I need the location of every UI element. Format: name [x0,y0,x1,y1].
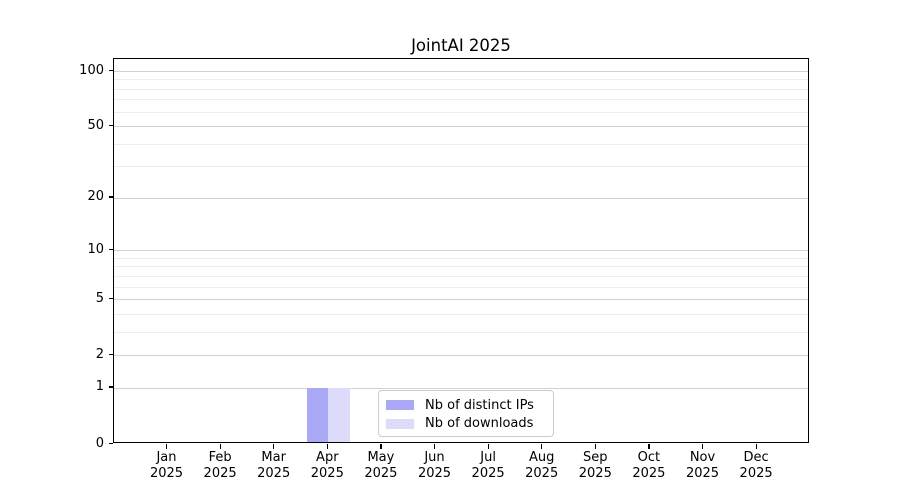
major-gridline [114,355,808,357]
minor-gridline [114,275,808,277]
y-tick-mark [108,248,113,250]
bar-downloads [328,387,350,442]
minor-gridline [114,88,808,90]
x-tick-mark [380,444,382,449]
x-tick-label: May 2025 [364,450,398,481]
y-tick-mark [108,442,113,444]
x-tick-mark [434,444,436,449]
minor-gridline [114,111,808,113]
legend-item: Nb of downloads [379,415,553,434]
minor-gridline [114,286,808,288]
x-tick-mark [702,444,704,449]
minor-gridline [114,266,808,268]
x-tick-mark [273,444,275,449]
minor-gridline [114,79,808,81]
x-tick-label: Apr 2025 [310,450,344,481]
y-tick-mark [108,297,113,299]
y-tick-mark [108,69,113,71]
x-tick-mark [648,444,650,449]
major-gridline [114,71,808,72]
legend-item: Nb of distinct IPs [379,396,553,415]
minor-gridline [114,99,808,101]
chart-title: JointAI 2025 [411,36,511,55]
legend-swatch-distinct-ips [386,400,414,411]
y-tick-mark [108,353,113,355]
legend-swatch-downloads [386,418,414,429]
x-tick-mark [487,444,489,449]
x-tick-label: Jun 2025 [417,450,452,481]
y-tick-label: 5 [95,290,104,306]
x-tick-label: Mar 2025 [257,450,291,481]
y-tick-mark [108,196,113,198]
y-tick-label: 50 [87,117,104,133]
minor-gridline [114,166,808,168]
major-gridline [114,387,808,389]
major-gridline [114,197,808,199]
x-tick-label: Jan 2025 [149,450,184,481]
x-tick-mark [219,444,221,449]
legend-label: Nb of downloads [425,416,534,432]
y-tick-mark [108,386,113,388]
minor-gridline [114,257,808,259]
x-tick-mark [166,444,168,449]
minor-gridline [114,143,808,145]
y-tick-label: 0 [95,435,104,451]
legend-label: Nb of distinct IPs [425,397,534,413]
major-gridline [114,250,808,252]
x-tick-label: Dec 2025 [739,450,773,481]
x-tick-label: Aug 2025 [525,450,559,481]
plot-area [113,58,809,443]
x-tick-label: Jul 2025 [471,450,505,481]
major-gridline [114,299,808,301]
x-tick-label: Sep 2025 [578,450,612,481]
x-tick-label: Oct 2025 [632,450,666,481]
x-tick-mark [755,444,757,449]
y-tick-label: 20 [87,189,104,205]
y-tick-label: 100 [79,62,104,78]
x-tick-mark [326,444,328,449]
minor-gridline [114,313,808,315]
x-tick-label: Nov 2025 [685,450,720,481]
y-tick-mark [108,124,113,126]
legend: Nb of distinct IPs Nb of downloads [378,390,554,437]
major-gridline [114,126,808,128]
bar-distinct-ips [306,387,329,442]
minor-gridline [114,331,808,333]
x-tick-mark [541,444,543,449]
y-tick-label: 1 [95,379,104,395]
x-tick-mark [594,444,596,449]
x-tick-label: Feb 2025 [203,450,237,481]
y-tick-label: 10 [87,241,104,257]
y-tick-label: 2 [95,346,104,362]
